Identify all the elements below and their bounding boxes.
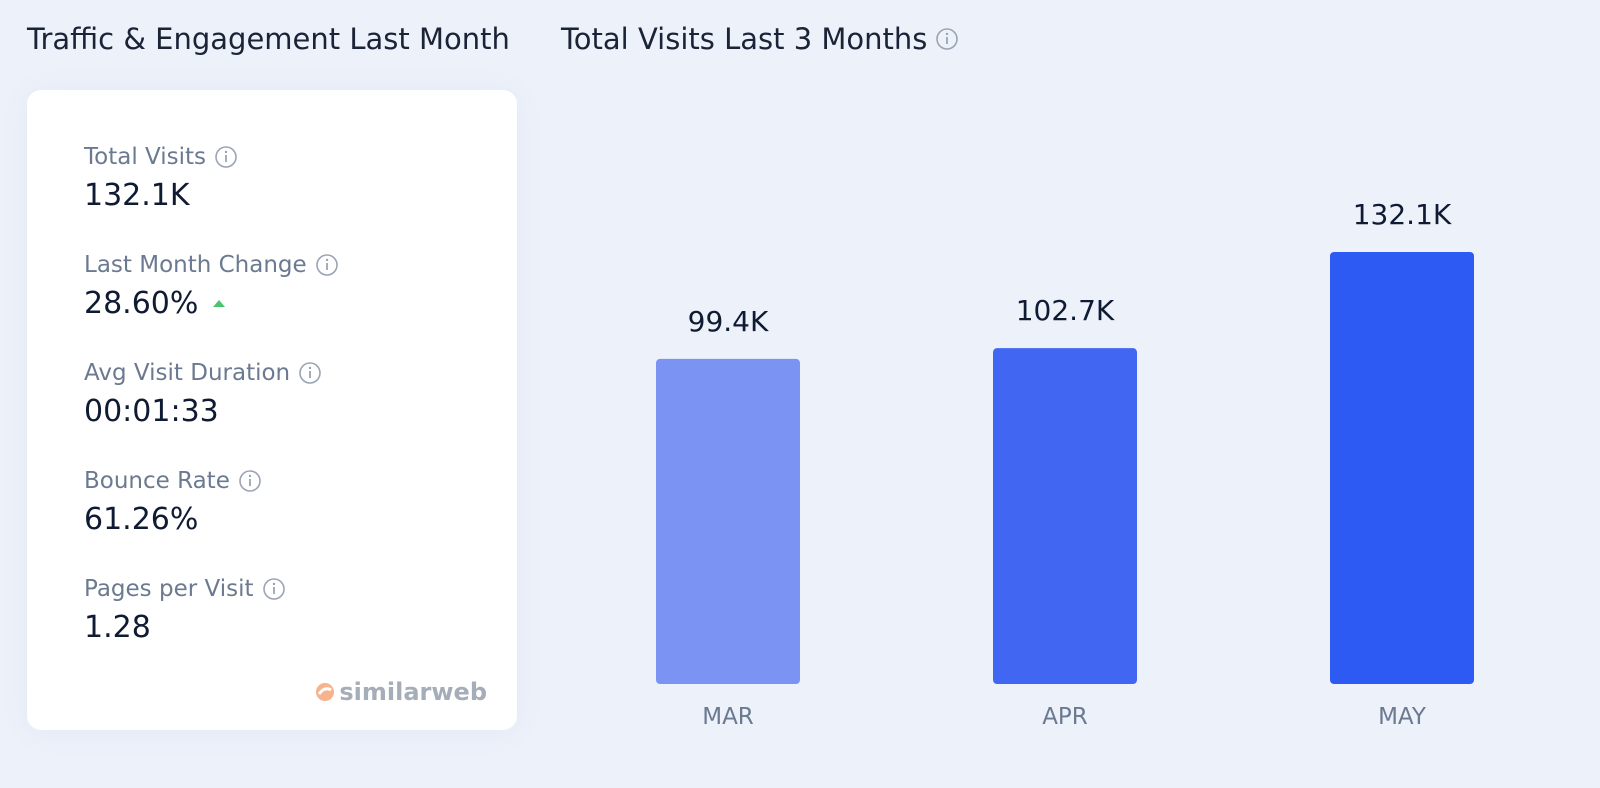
metrics-card: Total Visits 132.1K Last Month Change 28.60…: [27, 90, 517, 730]
metric-label-text: Last Month Change: [84, 252, 307, 278]
value-label: 102.7K: [1016, 294, 1115, 327]
metric-value-text: 28.60%: [84, 285, 199, 321]
metric-value-text: 00:01:33: [84, 393, 219, 429]
panel-title-text: Traffic & Engagement Last Month: [27, 22, 510, 56]
info-icon[interactable]: [298, 361, 322, 385]
trend-up-arrow: [212, 298, 226, 308]
metric-value: 61.26%: [84, 498, 262, 540]
metric: Bounce Rate 61.26%: [84, 464, 262, 540]
bar: [656, 358, 800, 684]
metric-value: 132.1K: [84, 174, 238, 216]
chart-title: Total Visits Last 3 Months: [561, 22, 959, 56]
info-icon[interactable]: [214, 145, 238, 169]
info-icon[interactable]: [935, 27, 959, 51]
metric-label: Pages per Visit: [84, 572, 286, 606]
panel-title: Traffic & Engagement Last Month: [27, 22, 510, 56]
brand-text: similarweb: [339, 678, 487, 706]
metric-label: Avg Visit Duration: [84, 356, 322, 390]
brand: similarweb: [315, 678, 487, 706]
metric-label-text: Bounce Rate: [84, 468, 230, 494]
info-icon[interactable]: [238, 469, 262, 493]
chart-title-text: Total Visits Last 3 Months: [561, 22, 928, 56]
metric-value: 28.60%: [84, 282, 339, 324]
metric-label: Last Month Change: [84, 248, 339, 282]
value-label: 99.4K: [688, 305, 769, 338]
info-icon[interactable]: [315, 253, 339, 277]
value-label: 132.1K: [1353, 198, 1452, 231]
metric-label: Total Visits: [84, 140, 238, 174]
x-tick-label: MAR: [702, 704, 754, 730]
x-tick-label: APR: [1042, 704, 1088, 730]
metric-value-text: 61.26%: [84, 501, 199, 537]
metric-value-text: 132.1K: [84, 177, 190, 213]
metric: Avg Visit Duration 00:01:33: [84, 356, 322, 432]
metric: Pages per Visit 1.28: [84, 572, 286, 648]
metric-label-text: Pages per Visit: [84, 576, 254, 602]
metric-value: 1.28: [84, 606, 286, 648]
x-tick-label: MAY: [1378, 704, 1427, 730]
metric: Last Month Change 28.60%: [84, 248, 339, 324]
bar: [993, 348, 1137, 684]
metric-label-text: Avg Visit Duration: [84, 360, 291, 386]
bar: [1330, 252, 1474, 684]
brand-logo: [316, 683, 335, 701]
metric-value: 00:01:33: [84, 390, 322, 432]
chart: 99.4K MAR 102.7K APR 132.1K MAY: [656, 198, 1474, 730]
metric: Total Visits 132.1K: [84, 140, 238, 216]
metric-label-text: Total Visits: [84, 144, 207, 170]
metric-label: Bounce Rate: [84, 464, 262, 498]
metric-value-text: 1.28: [84, 609, 151, 645]
info-icon[interactable]: [262, 577, 286, 601]
